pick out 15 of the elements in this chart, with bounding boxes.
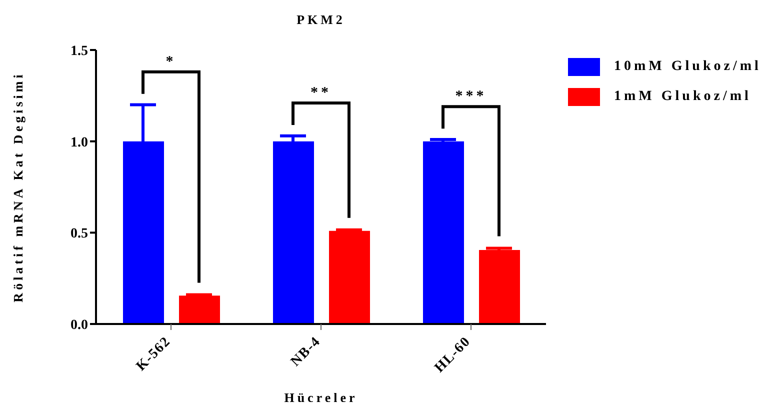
y-tick-label: 0.0 <box>70 318 88 333</box>
y-tick-label: 1.0 <box>70 135 88 150</box>
y-tick-label: 0.5 <box>70 226 88 242</box>
x-axis-title: Hücreler <box>284 390 358 405</box>
annotation: *** <box>455 88 487 105</box>
y-axis-title: Rölatif mRNA Kat Degisimi <box>10 72 26 302</box>
annotation: * <box>166 54 176 70</box>
annotation: ** <box>310 84 332 101</box>
legend-label: 1mM Glukoz/ml <box>614 89 752 105</box>
bar <box>479 250 520 324</box>
legend-label: 10mM Glukoz/ml <box>614 59 762 75</box>
chart-title: PKM2 <box>296 12 346 27</box>
y-tick-label: 1.5 <box>70 44 88 59</box>
bar <box>329 230 370 324</box>
bar <box>179 296 220 324</box>
